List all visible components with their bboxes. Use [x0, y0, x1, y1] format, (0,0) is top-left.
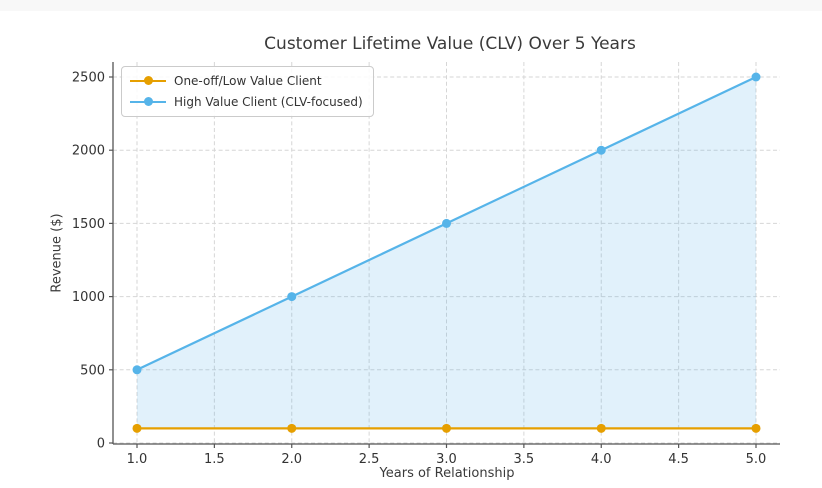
legend-item-high-value: High Value Client (CLV-focused)	[130, 93, 363, 110]
data-point-marker-1	[751, 72, 761, 82]
y-tick-label: 2000	[72, 144, 105, 159]
clv-area-fill	[137, 77, 756, 429]
y-tick-label: 1500	[72, 217, 105, 232]
x-tick-label: 1.0	[127, 452, 148, 467]
x-tick-label: 3.0	[436, 452, 457, 467]
x-tick-label: 4.0	[591, 452, 612, 467]
legend-line-marker-icon	[130, 97, 166, 107]
legend: One-off/Low Value Client High Value Clie…	[121, 66, 374, 117]
data-point-marker-0	[287, 423, 297, 433]
data-point-marker-0	[442, 423, 451, 433]
y-tick-label: 1000	[72, 290, 105, 305]
x-tick-label: 2.0	[281, 452, 302, 467]
data-point-marker-0	[132, 423, 142, 433]
legend-label: One-off/Low Value Client	[174, 73, 322, 88]
x-axis-label: Years of Relationship	[379, 466, 515, 481]
data-point-marker-1	[132, 365, 142, 375]
y-tick-label: 500	[80, 363, 105, 378]
x-tick-label: 3.5	[514, 452, 535, 467]
data-point-marker-1	[442, 218, 451, 228]
x-tick-label: 5.0	[746, 452, 767, 467]
x-tick-label: 2.5	[359, 452, 380, 467]
data-point-marker-0	[751, 423, 761, 433]
data-point-marker-0	[596, 423, 606, 433]
y-tick-label: 2500	[72, 71, 105, 86]
legend-item-one-off-low-value: One-off/Low Value Client	[130, 72, 363, 89]
data-point-marker-1	[596, 145, 606, 155]
x-tick-label: 4.5	[668, 452, 689, 467]
data-point-marker-1	[287, 292, 297, 302]
chart-title: Customer Lifetime Value (CLV) Over 5 Yea…	[264, 34, 636, 54]
x-tick-label: 1.5	[204, 452, 225, 467]
legend-line-marker-icon	[130, 76, 166, 86]
window-chrome-strip	[0, 0, 822, 11]
legend-label: High Value Client (CLV-focused)	[174, 94, 363, 109]
y-axis-label: Revenue ($)	[49, 213, 65, 293]
y-tick-label: 0	[97, 437, 105, 452]
